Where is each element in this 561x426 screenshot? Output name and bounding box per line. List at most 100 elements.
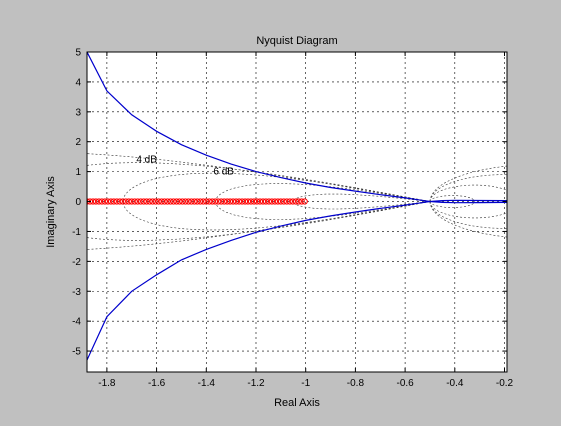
gain-contour [87,201,431,241]
pole-marker [286,198,293,205]
gain-contour [429,201,475,208]
x-tick-label: -1.2 [247,378,265,389]
pole-marker [161,198,168,205]
pole-marker [155,198,162,205]
pole-marker [92,198,100,205]
x-tick-label: -0.6 [396,378,414,389]
pole-marker [221,198,228,205]
pole-marker [298,198,305,205]
pole-marker [295,198,302,205]
pole-marker [280,198,287,205]
pole-marker [197,198,204,205]
gain-contour [215,201,431,220]
y-tick-label: -5 [72,347,81,358]
pole-marker [265,198,272,205]
pole-marker [113,198,120,205]
pole-marker [194,198,201,205]
pole-marker [188,198,195,205]
pole-marker [143,198,150,205]
pole-marker [206,198,213,205]
pole-marker [110,198,117,205]
pole-marker [277,198,284,205]
pole-marker [239,198,246,205]
pole-marker [218,198,225,205]
pole-marker [149,198,156,205]
y-tick-label: 4 [75,77,81,88]
pole-marker [101,198,109,205]
pole-marker [268,198,275,205]
pole-marker [182,198,189,205]
x-tick-label: -0.8 [347,378,365,389]
contour-label: 4 dB [136,155,157,166]
y-tick-label: 3 [75,107,81,118]
pole-markers [87,198,308,205]
x-tick-label: -1.6 [148,378,166,389]
pole-marker [236,198,243,205]
pole-marker [104,198,112,205]
pole-marker [283,198,290,205]
pole-marker [230,198,237,205]
pole-marker [131,198,138,205]
pole-marker [173,198,180,205]
nyquist-curve-1 [87,199,507,361]
pole-marker [274,198,281,205]
pole-marker [119,198,126,205]
pole-marker [98,198,106,205]
y-axis-label: Imaginary Axis [45,176,57,248]
pole-marker [253,198,261,205]
pole-marker [233,198,240,205]
pole-marker [158,198,165,205]
pole-marker [271,198,278,205]
gain-contour [293,201,431,210]
pole-marker [247,198,255,205]
pole-marker [209,198,216,205]
pole-marker [244,198,252,205]
plot-area [87,52,507,372]
pole-marker [125,198,132,205]
pole-marker [176,198,183,205]
pole-marker [128,198,135,205]
gain-contour [429,165,507,202]
pole-marker [250,198,258,205]
x-axis-label: Real Axis [274,397,320,409]
pole-marker [191,198,198,205]
y-tick-label: -3 [72,287,81,298]
pole-marker [224,198,231,205]
nyquist-curves [87,52,507,361]
pole-marker [259,198,267,205]
chart-title: Nyquist Diagram [256,35,337,47]
gain-contour [429,201,507,238]
pole-marker [152,198,159,205]
pole-marker [95,198,103,205]
pole-marker [146,198,153,205]
pole-marker [203,198,210,205]
contour-label: 6 dB [213,167,234,178]
y-tick-label: 2 [75,137,81,148]
pole-marker [137,198,144,205]
y-tick-label: -4 [72,317,81,328]
x-tick-label: -0.2 [496,378,514,389]
pole-marker [185,198,192,205]
axis-ticks: -1.8 -1.6 -1.4 -1.2 -1 -0.8 -0.6 -0.4 -0.2 -5 -4 -3… [72,48,513,390]
pole-marker [179,198,186,205]
pole-marker [289,198,296,205]
y-tick-label: -1 [72,227,81,238]
pole-marker [134,198,141,205]
y-tick-label: 1 [75,167,81,178]
pole-marker [140,198,147,205]
y-tick-label: -2 [72,257,81,268]
x-tick-label: -1 [301,378,310,389]
pole-marker [116,198,123,205]
x-tick-label: -1.8 [98,378,116,389]
pole-marker [200,198,207,205]
x-tick-label: -0.4 [446,378,464,389]
gain-contour [293,193,431,202]
gain-contour [87,162,431,202]
pole-marker [242,198,249,205]
y-tick-label: 0 [75,197,81,208]
gain-contour [429,201,507,229]
pole-marker [170,198,177,205]
pole-marker [107,198,115,205]
